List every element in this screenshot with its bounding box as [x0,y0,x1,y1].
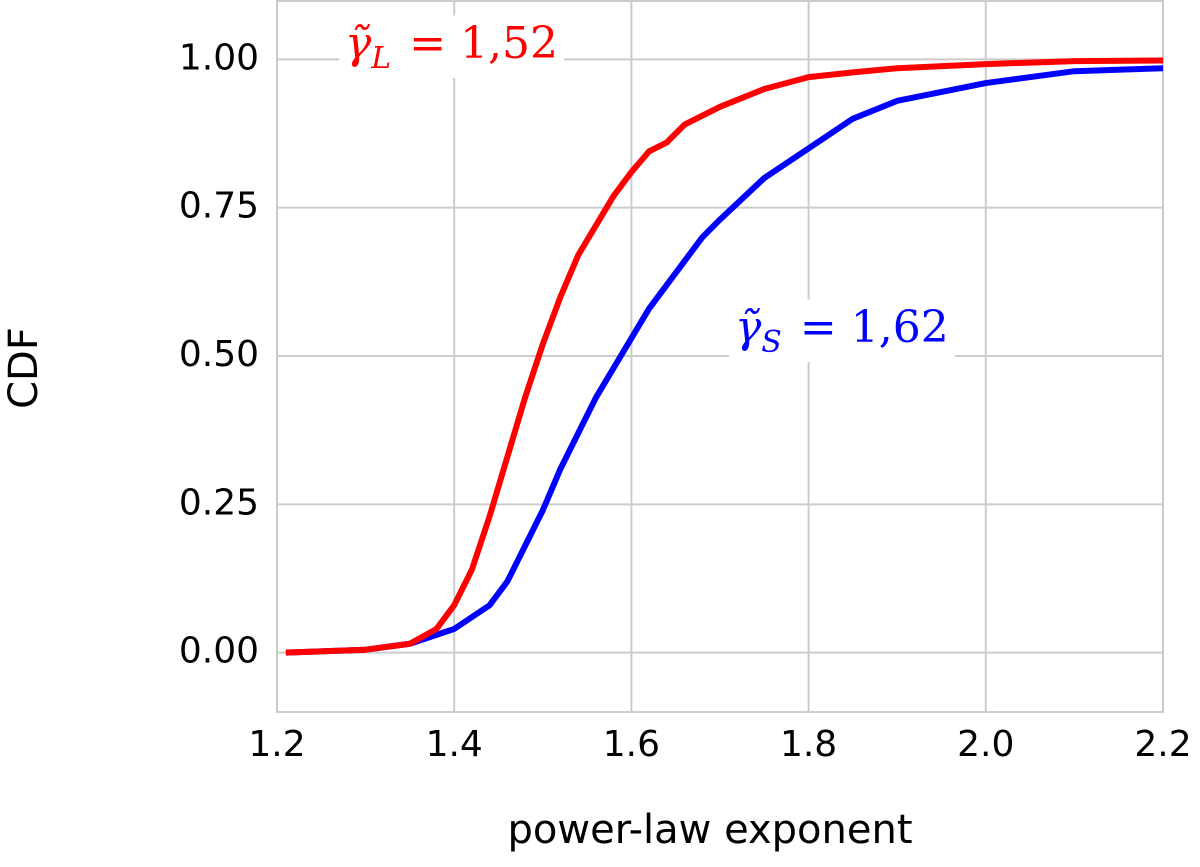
plot-frame [276,0,1164,713]
annotation-background [339,15,565,78]
annotation-background [729,299,955,362]
y-tick-label: 0.75 [179,186,259,227]
x-tick-label: 1.4 [426,724,483,765]
x-axis-label: power-law exponent [508,807,913,853]
annotation-text: = 1,52 [409,18,558,69]
x-tick-label: 2.2 [1134,724,1191,765]
annotation-subscript: L [370,41,391,76]
y-tick-label: 0.50 [179,334,259,375]
y-tick-label: 1.00 [179,37,259,78]
x-tick-label: 2.0 [957,724,1014,765]
annotation-text: = 1,62 [800,302,949,353]
annotation: γ̃S = 1,62 [735,302,949,361]
annotation-symbol: γ̃ [345,18,372,69]
line-series [285,65,1164,656]
x-tick-label: 1.6 [603,724,660,765]
annotation-symbol: γ̃ [735,302,762,353]
line-series [285,57,1164,656]
annotation: γ̃L = 1,52 [345,18,558,77]
y-tick-label: 0.25 [179,482,259,523]
y-axis-label: CDF [1,327,47,409]
x-tick-label: 1.2 [248,724,305,765]
y-tick-label: 0.00 [179,631,259,672]
annotation-subscript: S [761,325,782,360]
x-tick-label: 1.8 [780,724,837,765]
